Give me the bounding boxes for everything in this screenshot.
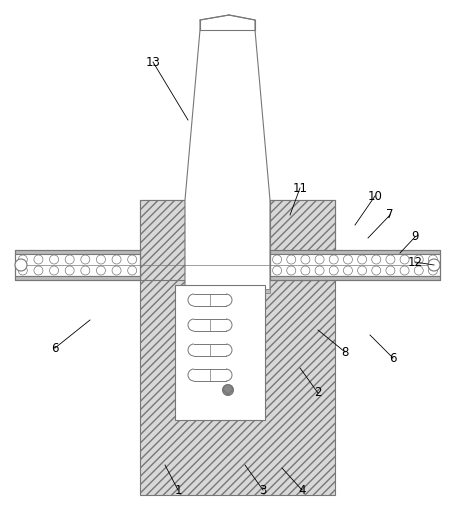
Circle shape [112,255,121,264]
Bar [270,250,440,254]
Circle shape [429,266,437,275]
Circle shape [400,255,409,264]
Text: 11: 11 [292,181,307,195]
Circle shape [329,255,338,264]
Circle shape [49,266,59,275]
Circle shape [428,259,440,271]
Circle shape [372,255,381,264]
Circle shape [287,266,296,275]
Circle shape [96,255,105,264]
Circle shape [272,266,281,275]
Bar [270,254,440,276]
Circle shape [414,266,423,275]
Bar [270,276,440,280]
Circle shape [301,255,310,264]
Text: 8: 8 [341,346,349,358]
Circle shape [65,266,74,275]
Bar [140,200,335,495]
Circle shape [15,259,27,271]
Circle shape [81,266,90,275]
Circle shape [372,266,381,275]
Circle shape [222,385,233,396]
Circle shape [34,266,43,275]
Text: 6: 6 [389,352,397,365]
Circle shape [128,255,137,264]
Circle shape [49,255,59,264]
Circle shape [301,266,310,275]
Circle shape [18,266,27,275]
Text: 4: 4 [298,484,306,496]
Bar [15,254,140,276]
Text: 10: 10 [368,190,382,202]
Circle shape [329,266,338,275]
Circle shape [112,266,121,275]
Circle shape [429,255,437,264]
Circle shape [414,255,423,264]
Bar [270,250,440,280]
Text: 7: 7 [386,209,394,221]
Bar [140,200,185,280]
Circle shape [386,255,395,264]
Bar [175,285,265,420]
Text: 9: 9 [411,231,419,244]
Text: 6: 6 [51,341,59,354]
Bar [15,276,140,280]
Circle shape [96,266,105,275]
Circle shape [343,266,352,275]
Text: 1: 1 [174,484,182,496]
Circle shape [358,255,366,264]
Text: 3: 3 [259,484,266,496]
Text: 13: 13 [146,56,160,68]
Bar [15,250,140,254]
Circle shape [287,255,296,264]
Circle shape [386,266,395,275]
Circle shape [315,266,324,275]
Text: 2: 2 [314,386,322,400]
Polygon shape [185,15,270,290]
Bar [185,289,270,293]
Circle shape [315,255,324,264]
Bar [15,250,140,280]
Circle shape [18,255,27,264]
Circle shape [34,255,43,264]
Circle shape [358,266,366,275]
Circle shape [343,255,352,264]
Bar [270,200,335,280]
Circle shape [65,255,74,264]
Circle shape [81,255,90,264]
Circle shape [128,266,137,275]
Text: 12: 12 [408,255,423,268]
Circle shape [400,266,409,275]
Circle shape [272,255,281,264]
